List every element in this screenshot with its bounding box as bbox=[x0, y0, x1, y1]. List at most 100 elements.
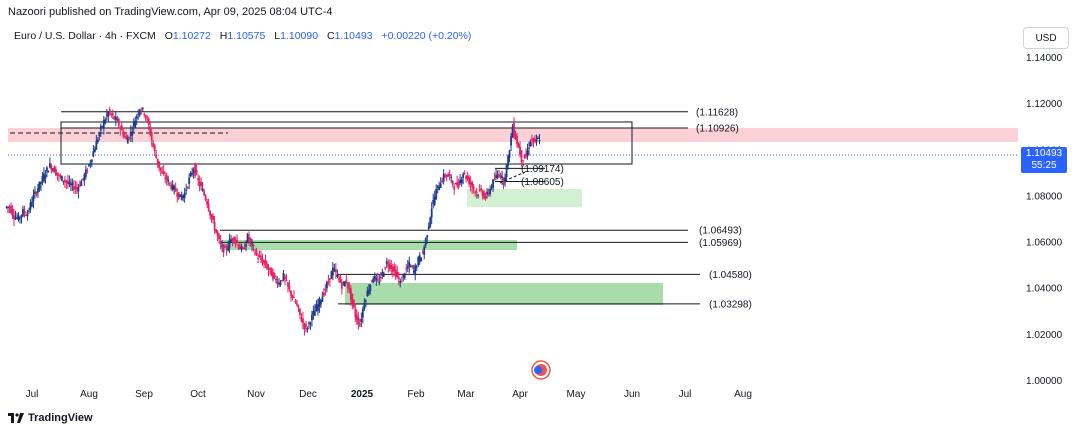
tradingview-logo-icon bbox=[8, 413, 24, 423]
candle-body bbox=[474, 191, 477, 193]
candle-body bbox=[240, 246, 243, 250]
candle-body bbox=[108, 109, 111, 114]
candle-body bbox=[34, 191, 36, 195]
high-label: H bbox=[219, 30, 228, 42]
candle-body bbox=[137, 114, 140, 116]
event-flag-icon[interactable] bbox=[531, 360, 551, 380]
candle-body bbox=[529, 142, 532, 147]
candle-body bbox=[384, 267, 387, 269]
candle-body bbox=[409, 265, 412, 267]
candle-body bbox=[16, 217, 18, 219]
y-tick-label: 1.02000 bbox=[1026, 330, 1063, 341]
level-label: (1.08605) bbox=[521, 177, 564, 188]
level-label: (1.11628) bbox=[696, 107, 738, 118]
candle-body bbox=[153, 145, 156, 152]
candle-body bbox=[312, 311, 315, 315]
x-tick-label: Aug bbox=[80, 389, 98, 400]
candle-body bbox=[520, 150, 523, 162]
candle-body bbox=[405, 268, 408, 270]
candle-body bbox=[463, 172, 466, 174]
candle-body bbox=[86, 170, 89, 172]
candle-body bbox=[47, 170, 50, 173]
candle-body bbox=[345, 280, 348, 283]
candle-body bbox=[14, 217, 17, 219]
candle-body bbox=[173, 186, 176, 190]
candle-body bbox=[495, 175, 497, 178]
bar-countdown: 55:25 bbox=[1031, 160, 1057, 171]
close-label: C bbox=[326, 30, 335, 42]
candle-body bbox=[501, 175, 503, 179]
candle-body bbox=[210, 214, 213, 219]
candle-body bbox=[291, 295, 294, 298]
candle-body bbox=[324, 289, 327, 291]
candle-body bbox=[534, 138, 536, 140]
candle-body bbox=[420, 257, 423, 262]
candle-body bbox=[331, 267, 334, 276]
candle-body bbox=[74, 185, 77, 189]
candle-body bbox=[138, 109, 141, 116]
candle-body bbox=[447, 174, 450, 177]
candle-body bbox=[483, 192, 486, 199]
candle-body bbox=[363, 304, 366, 310]
candle-body bbox=[159, 167, 162, 171]
candle-body bbox=[165, 175, 168, 180]
candle-body bbox=[35, 193, 38, 195]
candle-body bbox=[11, 208, 14, 216]
candle-body bbox=[308, 322, 310, 324]
candle-body bbox=[439, 183, 442, 188]
candle-body bbox=[123, 135, 126, 137]
candle-body bbox=[114, 117, 117, 120]
lines-layer bbox=[8, 121, 1018, 184]
candle-body bbox=[207, 203, 210, 211]
candle-body bbox=[141, 107, 144, 110]
y-tick-label: 1.08000 bbox=[1026, 191, 1063, 202]
level-labels: (1.11628) (1.10926) (1.09174) (1.08605) (1.0… bbox=[521, 107, 752, 310]
tradingview-logo[interactable]: TradingView bbox=[8, 412, 93, 424]
candle-body bbox=[252, 244, 255, 247]
candle-body bbox=[311, 314, 313, 321]
candle-body bbox=[254, 252, 256, 254]
candle-body bbox=[183, 192, 186, 198]
candle-body bbox=[56, 172, 59, 176]
candle-body bbox=[194, 164, 197, 176]
candle-body bbox=[273, 273, 276, 277]
candle-body bbox=[346, 282, 349, 289]
candle-body bbox=[221, 245, 223, 247]
candle-body bbox=[37, 188, 39, 193]
candle-body bbox=[49, 163, 51, 168]
last-price-tag: 1.10493 55:25 bbox=[1021, 147, 1067, 173]
candle-body bbox=[195, 170, 198, 174]
symbol-name: Euro / U.S. Dollar · 4h · FXCM bbox=[14, 30, 156, 42]
candle-body bbox=[231, 238, 234, 241]
candle-body bbox=[528, 147, 530, 149]
candle-body bbox=[323, 292, 325, 296]
candle-body bbox=[272, 271, 274, 280]
candle-body bbox=[403, 273, 406, 279]
candle-body bbox=[340, 282, 343, 289]
candle-body bbox=[90, 159, 93, 163]
candle-body bbox=[164, 177, 167, 179]
candle-body bbox=[511, 126, 514, 138]
candle-body bbox=[32, 195, 35, 202]
candle-body bbox=[201, 188, 204, 191]
x-tick-label: Nov bbox=[247, 389, 265, 400]
low-value: 1.10090 bbox=[280, 30, 319, 42]
candle-body bbox=[212, 216, 215, 221]
candle-body bbox=[58, 175, 60, 177]
candle-body bbox=[424, 238, 427, 246]
range-box bbox=[60, 121, 633, 165]
currency-button[interactable]: USD bbox=[1023, 27, 1069, 49]
candle-body bbox=[111, 113, 114, 116]
candle-body bbox=[498, 174, 500, 176]
candle-body bbox=[176, 193, 179, 197]
candle-body bbox=[7, 206, 9, 208]
candle-body bbox=[257, 257, 259, 259]
candle-body bbox=[454, 183, 457, 185]
candle-body bbox=[180, 195, 183, 200]
candle-body bbox=[453, 186, 456, 190]
candle-body bbox=[251, 243, 253, 245]
candle-body bbox=[62, 180, 65, 182]
candle-body bbox=[496, 174, 499, 178]
candle-body bbox=[284, 276, 286, 279]
